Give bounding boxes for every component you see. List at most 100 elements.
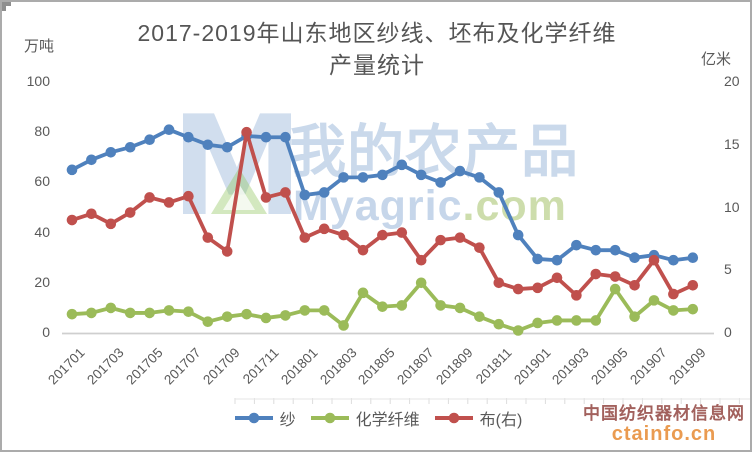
fabric-point-201902 <box>551 272 563 284</box>
right-axis-tick-15: 15 <box>724 135 740 152</box>
chemical-fiber-point-201711 <box>260 312 272 324</box>
fabric-point-201901 <box>532 282 543 294</box>
fabric-point-201812 <box>512 283 524 295</box>
yarn-point-201804 <box>357 172 369 183</box>
chemical-fiber-point-201902 <box>551 315 563 326</box>
chemical-fiber-point-201809 <box>454 302 466 314</box>
yarn-point-201904 <box>590 244 602 256</box>
yarn-point-201809 <box>454 165 466 177</box>
chemical-fiber-point-201701 <box>66 308 78 320</box>
yarn-series-line <box>70 127 695 263</box>
left-axis-tick-0: 0 <box>42 324 50 340</box>
legend-marker-fabric <box>434 412 473 424</box>
chemical-fiber-point-201811 <box>493 318 505 330</box>
fabric-point-201808 <box>435 234 446 246</box>
chemical-fiber-point-201702 <box>86 307 97 319</box>
chemical-fiber-point-201709 <box>221 311 233 322</box>
yarn-point-201708 <box>202 139 214 151</box>
yarn-point-201909 <box>687 252 699 263</box>
yarn-point-201810 <box>474 172 485 183</box>
left-axis-tick-40: 40 <box>34 223 50 240</box>
chemical-fiber-point-201810 <box>474 311 485 322</box>
fabric-point-201807 <box>415 254 427 266</box>
chemical-fiber-point-201909 <box>687 303 699 315</box>
chemical-fiber-point-201802 <box>318 305 330 316</box>
fabric-point-201908 <box>668 288 679 300</box>
legend-label-chemical-fiber: 化学纤维 <box>355 412 420 429</box>
chemical-fiber-point-201703 <box>105 302 117 314</box>
legend-marker-chemical-fiber <box>310 412 349 424</box>
chemical-fiber-point-201904 <box>590 315 602 326</box>
fabric-point-201904 <box>590 268 602 280</box>
yarn-point-201906 <box>629 252 640 263</box>
chemical-fiber-point-201712 <box>280 310 291 321</box>
fabric-point-201707 <box>183 190 194 202</box>
fabric-point-201903 <box>571 290 582 301</box>
yarn-point-201902 <box>551 254 563 266</box>
corner-artifact <box>2 2 11 11</box>
chemical-fiber-point-201708 <box>202 316 214 328</box>
yarn-point-201701 <box>66 164 78 176</box>
fabric-point-201909 <box>687 280 699 291</box>
fabric-point-201906 <box>629 280 640 291</box>
fabric-point-201801 <box>299 232 311 243</box>
chart-legend: 纱 化学纤维 布(右) <box>2 406 750 430</box>
yarn-point-201807 <box>415 169 427 181</box>
yarn-point-201901 <box>532 253 543 265</box>
watermark-ctainfo-name: 中国纺织器材信息网 <box>583 403 745 423</box>
watermark-ctainfo: 中国纺织器材信息网 ctainfo.cn <box>583 404 745 445</box>
yarn-point-201903 <box>571 239 582 251</box>
chemical-fiber-point-201806 <box>396 300 408 311</box>
fabric-point-201711 <box>260 192 272 203</box>
fabric-point-201702 <box>86 208 97 220</box>
yarn-point-201801 <box>299 189 311 201</box>
left-axis-tick-60: 60 <box>34 173 50 190</box>
yarn-point-201905 <box>609 244 621 256</box>
fabric-point-201706 <box>163 197 175 208</box>
fabric-point-201806 <box>396 227 408 238</box>
chemical-fiber-point-201710 <box>241 308 252 320</box>
chemical-fiber-point-201808 <box>435 300 446 311</box>
watermark-ctainfo-url: ctainfo.cn <box>611 422 717 445</box>
chemical-fiber-point-201906 <box>629 311 640 322</box>
legend-item-yarn: 纱 <box>234 406 296 430</box>
yarn-point-201706 <box>163 124 175 135</box>
yarn-point-201711 <box>260 131 272 143</box>
left-axis-tick-80: 80 <box>34 123 50 140</box>
yarn-point-201712 <box>280 131 291 143</box>
chemical-fiber-point-201908 <box>668 305 679 316</box>
fabric-point-201701 <box>66 214 78 226</box>
chemical-fiber-point-201812 <box>512 325 524 336</box>
yarn-point-201805 <box>377 169 388 181</box>
fabric-point-201805 <box>377 229 388 241</box>
legend-marker-yarn <box>234 412 273 424</box>
right-axis-unit: 亿米 <box>701 51 732 68</box>
fabric-point-201705 <box>144 192 155 203</box>
yarn-point-201811 <box>493 187 505 198</box>
fabric-point-201708 <box>202 232 214 243</box>
fabric-point-201703 <box>105 218 117 230</box>
yarn-point-201808 <box>435 177 446 188</box>
yarn-point-201812 <box>512 229 524 241</box>
yarn-point-201908 <box>668 254 679 266</box>
fabric-point-201804 <box>357 244 369 256</box>
yarn-point-201806 <box>396 159 408 171</box>
chart-title-line2: 产量统计 <box>329 51 425 78</box>
right-axis-tick-0: 0 <box>724 324 732 340</box>
fabric-point-201810 <box>474 242 485 253</box>
chemical-fiber-point-201903 <box>571 315 582 326</box>
yarn-point-201803 <box>338 172 349 183</box>
fabric-point-201905 <box>609 271 621 282</box>
legend-item-chemical-fiber: 化学纤维 <box>310 406 420 430</box>
chemical-fiber-point-201807 <box>415 277 427 289</box>
left-axis-tick-100: 100 <box>26 73 50 89</box>
chart-title: 2017-2019年山东地区纱线、坯布及化学纤维 产量统计 <box>62 18 692 81</box>
left-axis-unit: 万吨 <box>24 38 55 55</box>
yarn-point-201802 <box>318 187 330 198</box>
right-axis-tick-5: 5 <box>724 261 732 278</box>
chemical-fiber-point-201803 <box>338 320 349 331</box>
legend-item-fabric: 布(右) <box>434 406 522 430</box>
chemical-fiber-point-201804 <box>357 287 369 299</box>
